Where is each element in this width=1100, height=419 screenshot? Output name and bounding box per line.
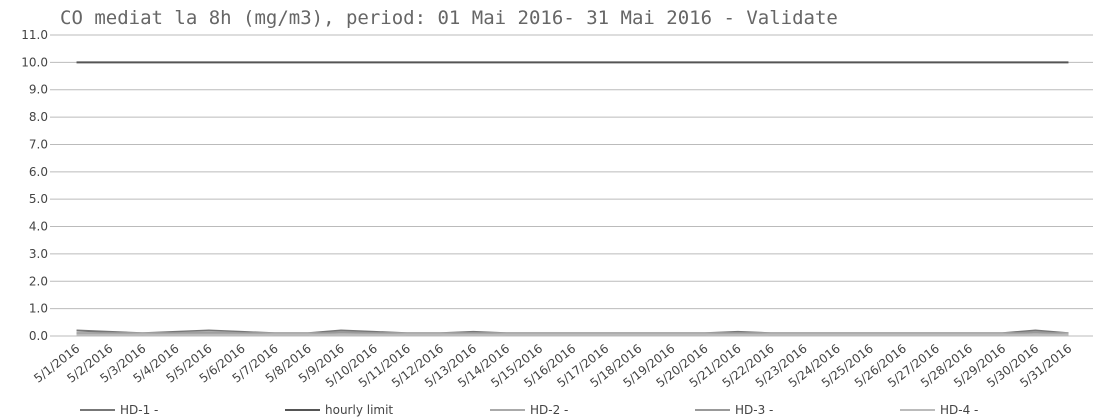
y-tick-label: 1.0 [29,302,48,316]
y-tick-label: 4.0 [29,220,48,234]
y-tick-label: 11.0 [21,28,48,42]
y-tick-label: 3.0 [29,247,48,261]
legend-label: HD-2 - [530,403,568,417]
legend-label: HD-1 - [120,403,158,417]
y-tick-label: 7.0 [29,137,48,151]
y-tick-label: 0.0 [29,329,48,343]
y-tick-label: 9.0 [29,83,48,97]
legend-label: HD-3 - [735,403,773,417]
y-tick-label: 8.0 [29,110,48,124]
y-tick-label: 2.0 [29,274,48,288]
chart-title: CO mediat la 8h (mg/m3), period: 01 Mai … [60,7,838,29]
legend-label: hourly limit [325,403,393,417]
y-tick-label: 10.0 [21,55,48,69]
y-tick-label: 5.0 [29,192,48,206]
legend-label: HD-4 - [940,403,978,417]
y-tick-label: 6.0 [29,165,48,179]
